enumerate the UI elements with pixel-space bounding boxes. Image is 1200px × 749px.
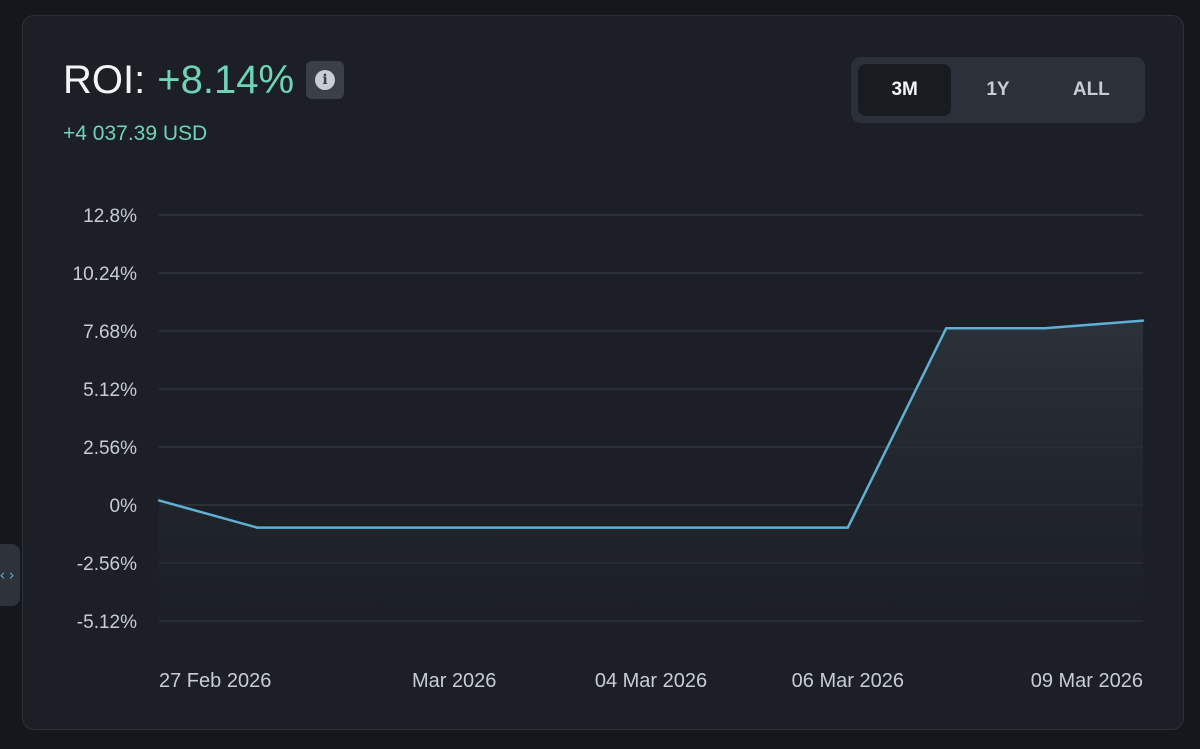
- x-tick-label: 09 Mar 2026: [1031, 670, 1143, 692]
- data-point: [1043, 327, 1046, 330]
- info-icon: i: [315, 70, 336, 90]
- x-tick-label: 04 Mar 2026: [595, 670, 707, 692]
- data-point: [157, 499, 161, 502]
- roi-label: ROI:: [63, 58, 146, 102]
- y-tick-label: 12.8%: [83, 206, 137, 227]
- y-tick-label: 10.24%: [73, 264, 138, 285]
- expand-icon: ‹›: [0, 566, 17, 584]
- data-point: [256, 526, 259, 529]
- range-switch: 3M 1Y ALL: [851, 57, 1145, 123]
- range-all-button[interactable]: ALL: [1072, 79, 1110, 100]
- side-panel-toggle[interactable]: ‹›: [0, 544, 20, 606]
- data-point: [1141, 319, 1145, 322]
- y-tick-label: 5.12%: [83, 380, 137, 401]
- series-line: [158, 319, 1144, 529]
- y-tick-label: -5.12%: [77, 612, 137, 633]
- range-1y-button[interactable]: 1Y: [986, 79, 1010, 100]
- roi-value: +8.14%: [157, 58, 295, 102]
- range-3m-button[interactable]: 3M: [858, 64, 952, 116]
- y-tick-label: 2.56%: [83, 438, 137, 459]
- roi-header: ROI: +8.14% i: [63, 56, 345, 104]
- y-tick-label: -2.56%: [77, 554, 137, 575]
- y-tick-label: 7.68%: [83, 322, 137, 343]
- data-point: [846, 526, 849, 529]
- x-tick-label: 27 Feb 2026: [159, 670, 271, 692]
- x-tick-label: 06 Mar 2026: [792, 670, 904, 692]
- x-tick-label: Mar 2026: [412, 670, 497, 692]
- data-point: [945, 327, 948, 330]
- info-button[interactable]: i: [306, 61, 345, 99]
- y-tick-label: 0%: [110, 496, 138, 517]
- usd-change: +4 037.39 USD: [63, 122, 208, 145]
- series-area: [159, 320, 1143, 621]
